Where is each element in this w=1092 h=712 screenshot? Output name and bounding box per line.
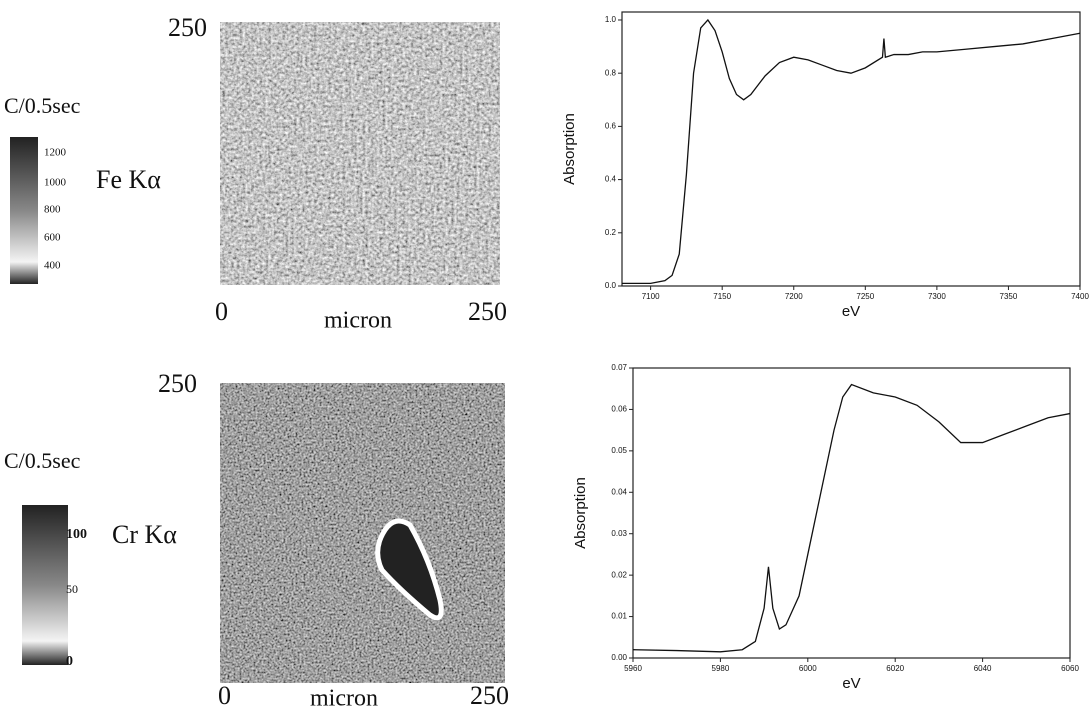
colorbar-label: 1200 (44, 147, 67, 159)
plot-frame (632, 367, 1071, 659)
x-tick-label: 7350 (1000, 292, 1018, 301)
x-tick-label: 7400 (1071, 292, 1089, 301)
y-tick-label: 0.01 (611, 612, 627, 621)
x-axis-title: eV (842, 675, 860, 692)
fe-panel: 250 C/0.5sec 1200 1000 800 600 400 Fe Kα… (4, 13, 507, 334)
x-tick-label: 5960 (624, 664, 642, 673)
x-tick-label: 7200 (785, 292, 803, 301)
y-tick-label: 0.07 (611, 363, 627, 372)
cr-map (220, 383, 505, 683)
y-axis-title: Absorption (561, 113, 578, 185)
colorbar-label: 400 (44, 260, 61, 272)
unit-label: C/0.5sec (4, 448, 81, 473)
x-tick-label: 5980 (712, 664, 730, 673)
map-x-end: 250 (468, 297, 507, 326)
y-tick-label: 0.00 (611, 653, 627, 662)
spectrum-line (622, 18, 1081, 284)
y-tick-label: 0.03 (611, 529, 627, 538)
y-tick-label: 0.8 (605, 68, 617, 77)
map-x-end: 250 (470, 681, 509, 710)
plot-frame (621, 11, 1081, 287)
element-label: Cr Kα (112, 520, 177, 549)
map-top-label: 250 (168, 13, 207, 42)
y-tick-label: 0.2 (605, 228, 617, 237)
colorbar (22, 505, 68, 665)
cr-inclusion (375, 518, 444, 621)
unit-label: C/0.5sec (4, 93, 81, 118)
colorbar-label: 100 (66, 527, 87, 542)
x-tick-label: 6060 (1061, 664, 1079, 673)
x-tick-label: 7300 (928, 292, 946, 301)
colorbar-label: 0 (66, 654, 73, 669)
colorbar-label: 1000 (44, 177, 67, 189)
x-tick-label: 6000 (799, 664, 817, 673)
x-tick-label: 7150 (713, 292, 731, 301)
spectrum-line (632, 383, 1071, 653)
x-axis-title: eV (842, 303, 860, 320)
map-x-start: 0 (215, 297, 228, 326)
colorbar-label: 600 (44, 232, 61, 244)
y-tick-label: 1.0 (605, 15, 617, 24)
map-x-label: micron (310, 686, 378, 712)
x-tick-label: 7250 (856, 292, 874, 301)
colorbar (10, 137, 38, 284)
y-axis-title: Absorption (572, 477, 589, 549)
colorbar-label: 50 (66, 582, 78, 596)
map-x-label: micron (324, 308, 392, 334)
y-tick-label: 0.6 (605, 121, 617, 130)
map-top-label: 250 (158, 369, 197, 398)
cr-panel: 250 C/0.5sec 100 50 0 Cr Kα 0 micron 250 (4, 369, 509, 712)
x-tick-label: 7100 (642, 292, 660, 301)
x-tick-label: 6020 (886, 664, 904, 673)
fe-map (220, 22, 500, 285)
colorbar-label: 800 (44, 204, 61, 216)
y-tick-label: 0.02 (611, 570, 627, 579)
y-tick-label: 0.0 (605, 281, 617, 290)
map-x-start: 0 (218, 681, 231, 710)
x-tick-label: 6040 (974, 664, 992, 673)
y-tick-label: 0.04 (611, 487, 627, 496)
element-label: Fe Kα (96, 165, 161, 194)
y-tick-label: 0.06 (611, 405, 627, 414)
y-tick-label: 0.4 (605, 175, 617, 184)
y-tick-label: 0.05 (611, 446, 627, 455)
